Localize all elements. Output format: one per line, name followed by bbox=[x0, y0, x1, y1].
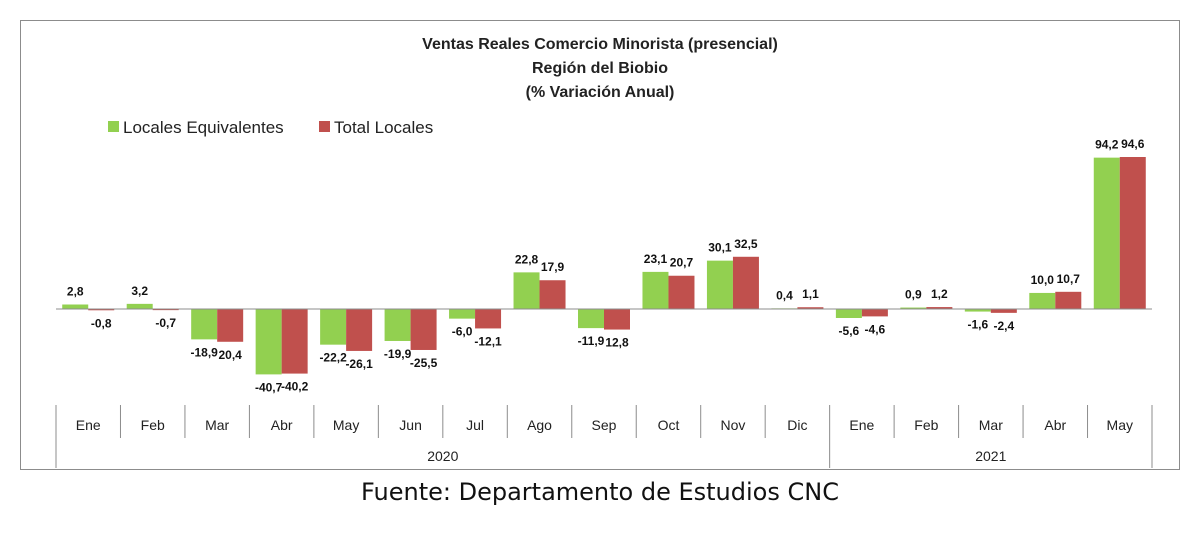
bar-s2-7 bbox=[539, 280, 566, 309]
category-label-11: Dic bbox=[787, 417, 807, 433]
data-label-s1-16: 94,2 bbox=[1095, 138, 1119, 152]
data-label-s2-7: 17,9 bbox=[541, 260, 565, 274]
bar-s2-4 bbox=[346, 309, 373, 351]
year-label-2021: 2021 bbox=[975, 448, 1006, 464]
category-label-5: Jun bbox=[399, 417, 422, 433]
bar-s1-5 bbox=[384, 309, 411, 341]
category-label-9: Oct bbox=[658, 417, 680, 433]
data-label-s2-5: -25,5 bbox=[410, 356, 438, 370]
bar-s1-8 bbox=[578, 309, 604, 329]
data-label-s2-1: -0,7 bbox=[155, 316, 176, 330]
data-label-s2-10: 32,5 bbox=[734, 237, 758, 251]
bar-s2-11 bbox=[797, 307, 824, 309]
category-label-12: Ene bbox=[849, 417, 874, 433]
data-label-s1-15: 10,0 bbox=[1031, 273, 1055, 287]
chart-subtitle: Región del Biobio bbox=[532, 60, 668, 77]
category-label-4: May bbox=[333, 417, 359, 433]
data-label-s2-3: -40,2 bbox=[281, 380, 309, 394]
category-label-2: Mar bbox=[205, 417, 229, 433]
data-label-s2-2: 20,4 bbox=[218, 348, 242, 362]
bar-s1-3 bbox=[255, 309, 282, 375]
bar-s1-9 bbox=[642, 271, 669, 309]
bar-s1-6 bbox=[449, 309, 476, 319]
category-label-3: Abr bbox=[271, 417, 293, 433]
data-label-s2-11: 1,1 bbox=[802, 287, 819, 301]
category-label-7: Ago bbox=[527, 417, 552, 433]
chart-frame bbox=[20, 20, 1180, 470]
category-label-15: Abr bbox=[1044, 417, 1066, 433]
bar-s1-10 bbox=[706, 260, 733, 309]
data-label-s1-6: -6,0 bbox=[452, 325, 473, 339]
data-label-s1-14: -1,6 bbox=[967, 318, 988, 332]
bar-s2-3 bbox=[281, 309, 308, 374]
bar-s1-2 bbox=[191, 309, 218, 340]
data-label-s2-13: 1,2 bbox=[931, 287, 948, 301]
data-label-s1-12: -5,6 bbox=[839, 324, 860, 338]
bar-s1-14 bbox=[964, 309, 991, 312]
bar-s2-9 bbox=[668, 275, 695, 309]
bar-s2-16 bbox=[1119, 157, 1146, 309]
category-label-1: Feb bbox=[141, 417, 165, 433]
data-label-s2-9: 20,7 bbox=[670, 256, 694, 270]
bar-s2-2 bbox=[217, 309, 244, 342]
data-label-s1-8: -11,9 bbox=[578, 334, 605, 348]
data-label-s2-8: 12,8 bbox=[605, 336, 629, 350]
bar-s2-5 bbox=[410, 309, 437, 350]
year-label-2020: 2020 bbox=[427, 448, 458, 464]
bar-s2-12 bbox=[861, 309, 888, 317]
data-label-s2-14: -2,4 bbox=[993, 319, 1014, 333]
legend-swatch-2 bbox=[319, 121, 330, 132]
data-label-s1-4: -22,2 bbox=[319, 351, 347, 365]
data-label-s1-13: 0,9 bbox=[905, 288, 922, 302]
data-label-s1-7: 22,8 bbox=[515, 252, 539, 266]
data-label-s1-3: -40,7 bbox=[255, 380, 283, 394]
chart-subtitle-units: (% Variación Anual) bbox=[525, 84, 675, 101]
bar-s1-4 bbox=[320, 309, 347, 345]
bar-s1-16 bbox=[1093, 157, 1120, 309]
data-label-s1-2: -18,9 bbox=[190, 345, 218, 359]
bar-s2-8 bbox=[604, 309, 630, 330]
category-label-14: Mar bbox=[979, 417, 1003, 433]
category-label-8: Sep bbox=[592, 417, 617, 433]
data-label-s1-11: 0,4 bbox=[776, 288, 793, 302]
data-label-s2-15: 10,7 bbox=[1057, 272, 1081, 286]
data-label-s2-6: -12,1 bbox=[474, 334, 502, 348]
bar-s1-15 bbox=[1029, 292, 1056, 309]
data-label-s2-16: 94,6 bbox=[1121, 137, 1145, 151]
bar-s2-14 bbox=[990, 309, 1017, 313]
bar-s2-0 bbox=[88, 309, 115, 311]
chart-title: Ventas Reales Comercio Minorista (presen… bbox=[422, 36, 778, 53]
data-label-s1-0: 2,8 bbox=[67, 285, 84, 299]
source-caption: Fuente: Departamento de Estudios CNC bbox=[361, 478, 839, 506]
data-label-s1-1: 3,2 bbox=[131, 284, 148, 298]
category-label-13: Feb bbox=[914, 417, 938, 433]
category-label-0: Ene bbox=[76, 417, 101, 433]
bar-s2-10 bbox=[732, 256, 759, 309]
category-label-16: May bbox=[1107, 417, 1133, 433]
data-label-s1-9: 23,1 bbox=[644, 252, 668, 266]
data-label-s1-5: -19,9 bbox=[384, 347, 412, 361]
bar-s2-1 bbox=[152, 309, 179, 311]
bar-s1-1 bbox=[126, 303, 153, 309]
data-label-s2-4: -26,1 bbox=[345, 357, 373, 371]
bar-s1-7 bbox=[513, 272, 540, 309]
legend-label-1: Locales Equivalentes bbox=[123, 118, 284, 137]
category-label-10: Nov bbox=[720, 417, 745, 433]
bar-s1-0 bbox=[62, 304, 89, 309]
data-label-s2-0: -0,8 bbox=[91, 316, 112, 330]
data-label-s2-12: -4,6 bbox=[865, 322, 886, 336]
bar-s1-13 bbox=[900, 307, 927, 309]
bar-s1-12 bbox=[835, 309, 862, 318]
legend-label-2: Total Locales bbox=[334, 118, 433, 137]
bar-s2-15 bbox=[1055, 291, 1082, 309]
category-label-6: Jul bbox=[466, 417, 484, 433]
data-label-s1-10: 30,1 bbox=[708, 241, 732, 255]
legend-swatch-1 bbox=[108, 121, 119, 132]
bar-s2-13 bbox=[926, 307, 953, 309]
bar-s2-6 bbox=[475, 309, 502, 329]
